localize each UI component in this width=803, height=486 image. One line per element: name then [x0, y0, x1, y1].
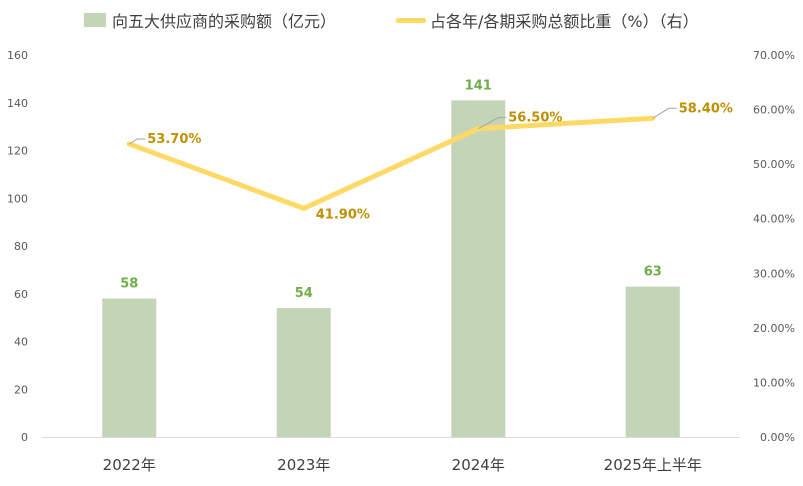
x-axis-labels: 2022年 2023年 2024年 2025年上半年	[103, 456, 702, 474]
line-value-label: 56.50%	[508, 111, 562, 126]
right-tick-label: 20.00%	[753, 322, 795, 335]
legend: 向五大供应商的采购额（亿元） 占各年/各期采购总额比重（%）（右）	[84, 12, 699, 31]
left-tick-label: 20	[14, 383, 28, 396]
x-tick-label: 2025年上半年	[604, 456, 702, 474]
legend-bar-swatch	[84, 13, 106, 27]
bar	[625, 286, 680, 437]
right-tick-label: 70.00%	[753, 49, 795, 62]
right-tick-label: 50.00%	[753, 158, 795, 171]
right-tick-label: 30.00%	[753, 267, 795, 280]
bar-series	[102, 100, 680, 438]
left-tick-label: 120	[7, 145, 28, 158]
left-tick-label: 100	[7, 192, 28, 205]
leader-line	[652, 107, 677, 119]
x-tick-label: 2022年	[103, 456, 156, 474]
right-tick-label: 10.00%	[753, 376, 795, 389]
left-tick-label: 40	[14, 336, 28, 349]
right-tick-label: 60.00%	[753, 104, 795, 117]
bar-value-label: 63	[644, 265, 662, 280]
right-tick-label: 0.00%	[760, 431, 795, 444]
line-path	[126, 115, 656, 211]
bar	[276, 308, 331, 437]
legend-bar-label: 向五大供应商的采购额（亿元）	[112, 12, 336, 31]
x-tick-label: 2023年	[277, 456, 330, 474]
leader-line	[128, 138, 146, 145]
bar	[102, 298, 157, 437]
right-tick-label: 40.00%	[753, 213, 795, 226]
line-data-labels: 53.70% 41.90% 56.50% 58.40%	[128, 101, 733, 222]
left-tick-label: 0	[21, 431, 28, 444]
leader-line	[478, 117, 507, 130]
line-value-label: 58.40%	[679, 101, 733, 116]
legend-line-label: 占各年/各期采购总额比重（%）（右）	[430, 12, 699, 31]
bar-value-label: 58	[120, 277, 138, 292]
left-tick-label: 160	[7, 49, 28, 62]
line-series	[126, 115, 656, 211]
bar-value-label: 141	[465, 78, 492, 93]
left-tick-label: 140	[7, 97, 28, 110]
bar-data-labels: 58 54 141 63	[120, 78, 662, 301]
left-tick-label: 80	[14, 240, 28, 253]
line-value-label: 53.70%	[147, 132, 201, 147]
left-axis: 0 20 40 60 80 100 120 140 160	[7, 49, 28, 444]
left-tick-label: 60	[14, 288, 28, 301]
right-axis: 0.00% 10.00% 20.00% 30.00% 40.00% 50.00% 60.00…	[753, 49, 795, 444]
x-tick-label: 2024年	[452, 456, 505, 474]
bar-value-label: 54	[295, 286, 313, 301]
bar	[451, 100, 506, 438]
legend-line-swatch	[396, 18, 426, 23]
line-value-label: 41.90%	[316, 207, 370, 222]
